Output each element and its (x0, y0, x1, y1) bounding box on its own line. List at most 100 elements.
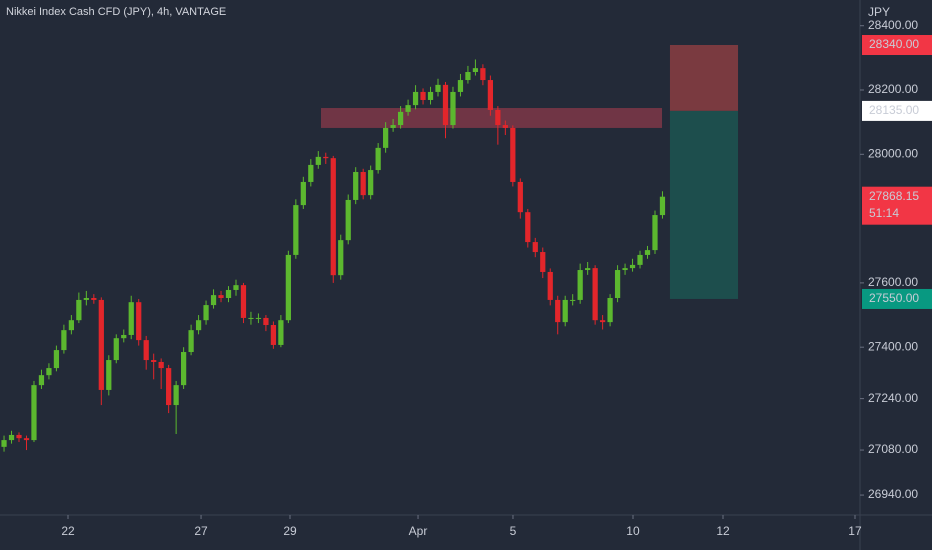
chart-title: Nikkei Index Cash CFD (JPY), 4h, VANTAGE (6, 6, 226, 18)
price-label: 28340.00 (869, 37, 919, 51)
candle-body (562, 299, 568, 323)
candle-body (38, 375, 45, 386)
x-tick-label: Apr (409, 524, 428, 538)
candle-body (525, 212, 531, 243)
candle-body (585, 268, 591, 271)
candle-body (46, 368, 52, 376)
candle-body (652, 215, 658, 251)
price-label: 28135.00 (869, 103, 919, 117)
candle-body (480, 68, 486, 81)
candle-body (16, 434, 22, 439)
candle-body (517, 181, 523, 213)
candle-body (383, 127, 389, 148)
candle-body (390, 125, 396, 128)
candle-body (151, 360, 157, 362)
candle-body (592, 268, 598, 321)
candle-body (427, 91, 434, 100)
candle-body (629, 264, 636, 269)
candle-body (315, 156, 321, 165)
y-tick-label: 27600.00 (868, 275, 918, 289)
candle-body (614, 270, 621, 299)
candle-body (158, 361, 164, 369)
candle-body (659, 196, 666, 216)
candle-body (323, 156, 329, 159)
y-tick-label: 27240.00 (868, 391, 918, 405)
x-tick-label: 12 (716, 524, 730, 538)
y-tick-label: 27080.00 (868, 442, 918, 456)
candle-body (128, 302, 134, 335)
plot-area (1, 45, 739, 452)
candle-body (91, 298, 97, 300)
countdown: 51:14 (869, 206, 899, 220)
candle-body (210, 295, 217, 306)
candle-body (203, 305, 209, 321)
candle-body (607, 298, 613, 323)
candle-body (248, 317, 254, 319)
candle-body (293, 205, 299, 255)
candle-body (61, 330, 67, 351)
candle-body (338, 240, 344, 276)
candle-body (397, 111, 404, 126)
candle-body (285, 254, 291, 321)
x-tick-label: 17 (848, 524, 862, 538)
candle-body (68, 320, 74, 331)
candle-body (330, 158, 336, 276)
candle-body (53, 350, 60, 369)
candle-body (263, 317, 269, 326)
candle-body (599, 320, 606, 323)
stop-zone (669, 45, 739, 111)
candle-body (465, 72, 471, 81)
candle-body (8, 434, 15, 441)
candle-body (510, 127, 516, 182)
candle-body (98, 299, 104, 390)
candle-body (345, 199, 351, 241)
candle-body (368, 170, 374, 196)
candle-body (487, 80, 493, 110)
candle-body (180, 352, 187, 386)
x-tick-label: 29 (283, 524, 297, 538)
price-label-box (862, 35, 932, 56)
candle-body (637, 254, 643, 265)
candle-body (644, 250, 651, 255)
y-tick-label: 26940.00 (868, 487, 918, 501)
price-label-box (862, 186, 932, 225)
price-label-box (862, 288, 932, 309)
resistance-zone (320, 108, 663, 128)
candle-body (472, 68, 479, 73)
candle-body (106, 360, 112, 390)
x-tick-label: 10 (626, 524, 640, 538)
price-label: 27868.15 (869, 189, 919, 203)
candle-body (188, 330, 194, 353)
price-label: 27550.00 (869, 291, 919, 305)
candle-body (555, 299, 561, 323)
candle-body (577, 270, 583, 300)
candle-body (547, 271, 553, 300)
candle-body (300, 181, 306, 206)
candle-body (360, 171, 366, 196)
axis-unit: JPY (868, 5, 890, 19)
y-tick-label: 28000.00 (868, 146, 918, 160)
candle-body (435, 84, 441, 92)
candle-body (173, 385, 179, 406)
candle-body (405, 105, 411, 112)
candle-body (195, 320, 202, 331)
x-tick-label: 27 (194, 524, 208, 538)
candle-body (420, 91, 426, 100)
candle-body (308, 164, 314, 182)
candle-body (255, 317, 262, 319)
candle-body (622, 268, 628, 271)
candle-body (442, 84, 449, 126)
candle-body (270, 325, 277, 345)
candle-body (540, 252, 546, 272)
candle-body (278, 320, 284, 345)
candle-body (113, 338, 119, 361)
candle-body (502, 125, 508, 128)
candle-body (218, 295, 224, 299)
y-tick-label: 27400.00 (868, 339, 918, 353)
candle-body (1, 440, 7, 447)
price-label-box (862, 100, 932, 121)
x-tick-label: 5 (510, 524, 517, 538)
